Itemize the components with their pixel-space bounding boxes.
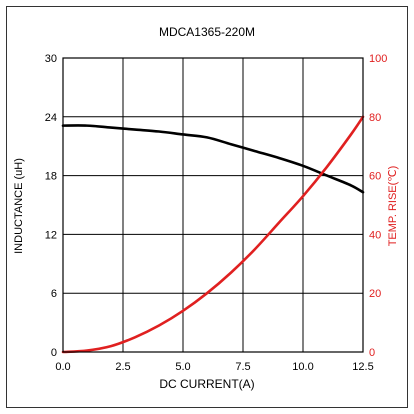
y-axis-label-right: TEMP. RISE(℃) — [387, 166, 399, 247]
x-tick-label: 2.5 — [115, 361, 130, 373]
y-tick-label-right: 40 — [369, 229, 381, 241]
chart-frame — [6, 6, 408, 408]
x-tick-label: 5.0 — [175, 361, 190, 373]
x-tick-label: 0.0 — [55, 361, 70, 373]
series-layer — [61, 115, 365, 354]
y-tick-label-right: 80 — [369, 112, 381, 124]
x-tick-label: 10.0 — [292, 361, 313, 373]
x-tick-label: 12.5 — [352, 361, 373, 373]
chart-title: MDCA1365-220M — [159, 25, 255, 39]
y-tick-label-right: 60 — [369, 171, 381, 183]
plot-border — [62, 57, 364, 353]
grid — [63, 58, 363, 352]
y-axis-label-left: INDUCTANCE (uH) — [13, 158, 25, 254]
x-tick-label: 7.5 — [235, 361, 250, 373]
y-tick-label-left: 12 — [45, 229, 57, 241]
y-tick-label-right: 100 — [369, 53, 387, 65]
x-axis-label: DC CURRENT(A) — [159, 377, 254, 391]
inductance-line — [61, 124, 365, 194]
y-tick-label-left: 6 — [51, 288, 57, 300]
tick-labels: 0.0 2.5 5.0 7.5 10.0 12.5 0 6 12 18 24 30 0 20 40 60 80 1… — [45, 53, 388, 373]
temp-rise-line — [61, 115, 365, 354]
y-tick-label-left: 0 — [51, 347, 57, 359]
y-tick-label-right: 0 — [369, 347, 375, 359]
y-tick-label-left: 30 — [45, 53, 57, 65]
y-tick-label-right: 20 — [369, 288, 381, 300]
y-tick-label-left: 24 — [45, 112, 57, 124]
y-tick-label-left: 18 — [45, 171, 57, 183]
